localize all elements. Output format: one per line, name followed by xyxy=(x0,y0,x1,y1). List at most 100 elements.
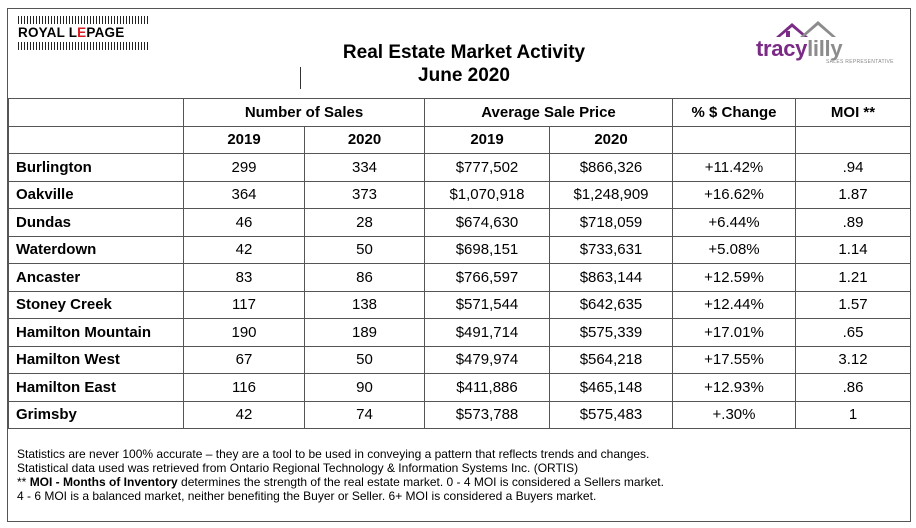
sales-2019-cell: 42 xyxy=(183,235,305,264)
city-cell: Grimsby xyxy=(8,400,184,429)
price-2020-cell: $733,631 xyxy=(549,235,673,264)
sales-2019-cell: 364 xyxy=(183,180,305,209)
sales-2019-cell: 42 xyxy=(183,400,305,429)
sales-2019-cell: 117 xyxy=(183,290,305,319)
percent-change-cell: +17.01% xyxy=(672,318,796,347)
percent-change-cell: +12.93% xyxy=(672,373,796,402)
header-price-2020: 2020 xyxy=(549,125,673,154)
moi-cell: 1.21 xyxy=(795,263,911,292)
sales-2019-cell: 67 xyxy=(183,345,305,374)
price-2020-cell: $1,248,909 xyxy=(549,180,673,209)
table-row: Hamilton West 67 50 $479,974 $564,218 +17.55%… xyxy=(8,345,911,374)
header-blank-cell xyxy=(8,125,184,154)
title-line-2: June 2020 xyxy=(418,65,510,86)
moi-cell: .65 xyxy=(795,318,911,347)
city-cell: Dundas xyxy=(8,208,184,237)
price-2019-cell: $766,597 xyxy=(424,263,550,292)
price-2019-cell: $698,151 xyxy=(424,235,550,264)
sales-2020-cell: 138 xyxy=(304,290,425,319)
house-roof-icon xyxy=(776,21,836,37)
table-row: Grimsby 42 74 $573,788 $575,483 +.30% 1 xyxy=(8,400,911,429)
price-2020-cell: $863,144 xyxy=(549,263,673,292)
city-cell: Oakville xyxy=(8,180,184,209)
header-sales-2020: 2020 xyxy=(304,125,425,154)
city-cell: Waterdown xyxy=(8,235,184,264)
text-cursor xyxy=(300,67,301,89)
price-2019-cell: $571,544 xyxy=(424,290,550,319)
footnote-moi-scale: 4 - 6 MOI is a balanced market, neither … xyxy=(17,489,597,503)
percent-change-cell: +17.55% xyxy=(672,345,796,374)
price-2020-cell: $642,635 xyxy=(549,290,673,319)
title-line-1: Real Estate Market Activity xyxy=(342,42,586,63)
percent-change-cell: +11.42% xyxy=(672,153,796,182)
table-row: Dundas 46 28 $674,630 $718,059 +6.44% .89 xyxy=(8,208,911,237)
tracy-lilly-wordmark: tracylilly xyxy=(756,36,843,61)
moi-cell: .94 xyxy=(795,153,911,182)
price-2019-cell: $479,974 xyxy=(424,345,550,374)
table-row: Hamilton East 116 90 $411,886 $465,148 +12.93… xyxy=(8,373,911,402)
tracy-lilly-logo: tracylilly SALES REPRESENTATIVE xyxy=(754,19,894,69)
percent-change-cell: +6.44% xyxy=(672,208,796,237)
sales-2019-cell: 83 xyxy=(183,263,305,292)
city-cell: Hamilton East xyxy=(8,373,184,402)
sales-2020-cell: 86 xyxy=(304,263,425,292)
sales-2020-cell: 50 xyxy=(304,235,425,264)
percent-change-cell: +5.08% xyxy=(672,235,796,264)
price-2020-cell: $718,059 xyxy=(549,208,673,237)
market-report-sheet: ROYAL LEPAGE Real Estate Market Activity… xyxy=(7,8,911,522)
moi-cell: 1.87 xyxy=(795,180,911,209)
footnote-source: Statistical data used was retrieved from… xyxy=(17,461,579,475)
header-moi: MOI ** xyxy=(795,98,911,127)
header-blank-cell xyxy=(672,125,796,154)
price-2019-cell: $674,630 xyxy=(424,208,550,237)
sales-2019-cell: 116 xyxy=(183,373,305,402)
sales-2019-cell: 46 xyxy=(183,208,305,237)
tracy-lilly-tagline: SALES REPRESENTATIVE xyxy=(826,59,894,65)
price-2020-cell: $564,218 xyxy=(549,345,673,374)
price-2020-cell: $465,148 xyxy=(549,373,673,402)
moi-cell: 1.57 xyxy=(795,290,911,319)
report-title: Real Estate Market Activity June 2020 xyxy=(264,41,664,87)
market-activity-table: Number of Sales Average Sale Price % $ C… xyxy=(8,98,911,429)
header-blank-cell xyxy=(8,98,184,127)
percent-change-cell: +16.62% xyxy=(672,180,796,209)
footnotes: Statistics are never 100% accurate – the… xyxy=(17,447,897,503)
table-year-header-row: 2019 2020 2019 2020 xyxy=(8,125,911,154)
sales-2020-cell: 74 xyxy=(304,400,425,429)
moi-cell: .86 xyxy=(795,373,911,402)
logo-barcode-top xyxy=(18,16,148,24)
table-group-header-row: Number of Sales Average Sale Price % $ C… xyxy=(8,98,911,127)
royal-lepage-logo: ROYAL LEPAGE xyxy=(18,16,148,50)
price-2020-cell: $866,326 xyxy=(549,153,673,182)
header-blank-cell xyxy=(795,125,911,154)
sales-2019-cell: 190 xyxy=(183,318,305,347)
sales-2020-cell: 50 xyxy=(304,345,425,374)
percent-change-cell: +12.59% xyxy=(672,263,796,292)
city-cell: Hamilton West xyxy=(8,345,184,374)
header-number-of-sales: Number of Sales xyxy=(183,98,425,127)
table-row: Ancaster 83 86 $766,597 $863,144 +12.59% 1.21 xyxy=(8,263,911,292)
price-2019-cell: $491,714 xyxy=(424,318,550,347)
table-row: Stoney Creek 117 138 $571,544 $642,635 +12.44… xyxy=(8,290,911,319)
city-cell: Burlington xyxy=(8,153,184,182)
sales-2020-cell: 189 xyxy=(304,318,425,347)
percent-change-cell: +.30% xyxy=(672,400,796,429)
table-body: Burlington 299 334 $777,502 $866,326 +11.42%.… xyxy=(8,153,911,429)
price-2019-cell: $1,070,918 xyxy=(424,180,550,209)
sales-2020-cell: 90 xyxy=(304,373,425,402)
footnote-accuracy: Statistics are never 100% accurate – the… xyxy=(17,447,650,461)
sales-2020-cell: 373 xyxy=(304,180,425,209)
price-2019-cell: $411,886 xyxy=(424,373,550,402)
table-row: Hamilton Mountain 190 189 $491,714 $575,339 +… xyxy=(8,318,911,347)
city-cell: Ancaster xyxy=(8,263,184,292)
price-2020-cell: $575,339 xyxy=(549,318,673,347)
footnote-moi-definition: ** MOI - Months of Inventory determines … xyxy=(17,475,664,489)
logo-barcode-bottom xyxy=(18,42,148,50)
header-sales-2019: 2019 xyxy=(183,125,305,154)
table-row: Oakville 364 373 $1,070,918 $1,248,909 +16.62… xyxy=(8,180,911,209)
header-average-sale-price: Average Sale Price xyxy=(424,98,673,127)
price-2019-cell: $777,502 xyxy=(424,153,550,182)
sales-2019-cell: 299 xyxy=(183,153,305,182)
header-price-2019: 2019 xyxy=(424,125,550,154)
moi-cell: 1.14 xyxy=(795,235,911,264)
